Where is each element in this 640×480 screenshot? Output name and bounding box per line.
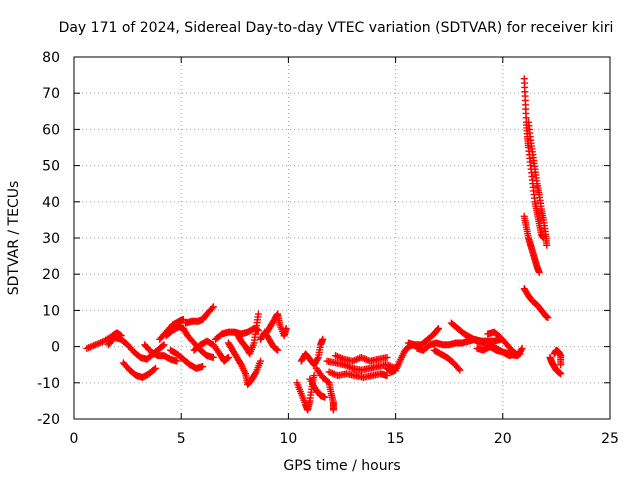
data-point xyxy=(557,361,565,369)
y-tick-label: 30 xyxy=(42,231,60,247)
data-point xyxy=(159,342,167,350)
data-points xyxy=(83,75,565,414)
data-point xyxy=(383,353,391,361)
chart-title: Day 171 of 2024, Sidereal Day-to-day VTE… xyxy=(59,20,614,36)
data-point xyxy=(455,365,463,373)
x-tick-label: 0 xyxy=(70,431,79,447)
x-tick-label: 5 xyxy=(177,431,186,447)
y-tick-label: 40 xyxy=(42,195,60,211)
data-point xyxy=(179,315,187,323)
data-point xyxy=(516,350,524,358)
data-point xyxy=(209,353,217,361)
x-tick-label: 15 xyxy=(387,431,405,447)
data-point xyxy=(173,357,181,365)
y-tick-label: -20 xyxy=(37,412,60,428)
grid-lines xyxy=(74,57,610,419)
data-point xyxy=(208,304,216,312)
axis-ticks: 0 5 10 15 20 25 -20 -10 0 10 20 30 40 50 60 70 80 xyxy=(37,50,619,447)
y-tick-label: 50 xyxy=(42,159,60,175)
data-point xyxy=(224,354,232,362)
y-tick-label: 20 xyxy=(42,267,60,283)
data-point xyxy=(518,344,526,352)
data-point xyxy=(282,325,290,332)
x-tick-label: 10 xyxy=(279,431,297,447)
data-point xyxy=(535,268,543,276)
data-point xyxy=(543,241,551,249)
y-tick-label: 70 xyxy=(42,86,60,102)
data-point xyxy=(434,325,442,332)
y-tick-label: 0 xyxy=(51,340,60,356)
data-point xyxy=(199,363,207,371)
data-point xyxy=(557,370,565,378)
data-point xyxy=(456,366,464,374)
y-tick-label: 60 xyxy=(42,122,60,138)
y-tick-label: 10 xyxy=(42,303,60,319)
x-axis-label: GPS time / hours xyxy=(283,458,400,474)
data-point xyxy=(273,345,281,353)
data-point xyxy=(224,353,232,361)
data-point xyxy=(544,314,552,322)
data-point xyxy=(151,364,159,372)
data-point xyxy=(321,393,329,401)
data-point xyxy=(383,372,391,380)
data-point xyxy=(257,357,265,365)
data-point xyxy=(434,326,442,334)
data-point xyxy=(209,303,217,311)
data-point xyxy=(274,346,282,354)
data-point xyxy=(160,341,168,349)
data-point xyxy=(251,369,259,377)
data-point xyxy=(150,365,158,373)
y-tick-label: -10 xyxy=(37,376,60,392)
x-tick-label: 25 xyxy=(601,431,619,447)
data-point xyxy=(329,406,337,414)
data-point xyxy=(517,346,525,354)
y-axis-label: SDTVAR / TECUs xyxy=(6,181,22,296)
data-point xyxy=(254,310,262,318)
y-tick-label: 80 xyxy=(42,50,60,66)
x-tick-label: 20 xyxy=(494,431,512,447)
data-point xyxy=(314,355,322,363)
data-point xyxy=(310,372,318,380)
data-point xyxy=(319,335,327,343)
